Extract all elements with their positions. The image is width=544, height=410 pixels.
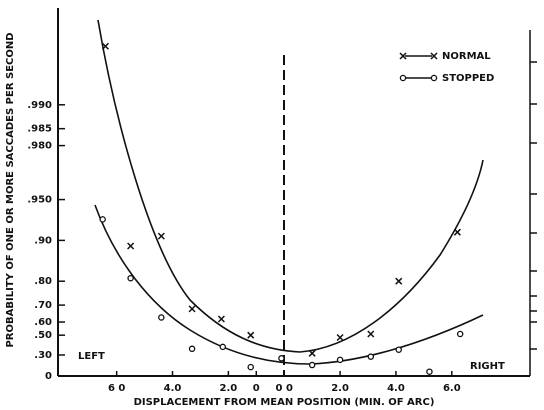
point — [395, 346, 402, 353]
y-tick-label: .50 — [34, 330, 52, 341]
point — [247, 363, 254, 371]
y-tick-label: .70 — [34, 300, 52, 311]
point — [127, 274, 134, 282]
x-tick-label: 0 0 — [276, 383, 293, 394]
y-tick-label: .980 — [27, 141, 52, 152]
x-tick-label: 2.0 — [331, 383, 349, 394]
right-edge-ticks — [530, 61, 537, 350]
point — [188, 305, 196, 313]
point — [99, 216, 106, 223]
point — [308, 349, 316, 357]
point — [336, 356, 344, 364]
legend-marker — [430, 74, 438, 82]
point — [101, 42, 110, 50]
point — [453, 228, 461, 236]
point — [127, 242, 135, 250]
point — [367, 353, 375, 360]
legend-marker — [399, 74, 407, 82]
y-tick-label: .80 — [34, 276, 52, 287]
x-tick-label: 6.0 — [443, 383, 461, 394]
point — [336, 333, 344, 342]
y-tick-label: .30 — [34, 350, 52, 361]
point — [395, 277, 403, 285]
point — [426, 368, 433, 375]
point — [456, 330, 464, 338]
annotation: LEFT — [78, 351, 105, 362]
x-tick-label: 4.0 — [387, 383, 405, 394]
point — [217, 315, 225, 323]
x-axis-label: DISPLACEMENT FROM MEAN POSITION (MIN. OF… — [134, 397, 435, 408]
point — [219, 343, 227, 351]
y-axis-label: PROBABILITY OF ONE OR MORE SACCADES PER … — [5, 32, 16, 347]
y-tick-label: .990 — [27, 100, 52, 111]
y-tick-label: .985 — [27, 124, 52, 135]
point — [367, 330, 375, 338]
y-tick-label: .60 — [34, 317, 52, 328]
point — [308, 361, 316, 369]
x-tick-label: 2.0 — [220, 383, 238, 394]
legend-marker — [399, 52, 407, 60]
point — [158, 314, 165, 321]
x-tick-label: 0 — [253, 383, 260, 394]
point — [278, 355, 285, 362]
y-tick-label: .950 — [27, 195, 52, 206]
y-tick-label: .90 — [34, 235, 52, 246]
point — [157, 232, 165, 240]
point — [188, 345, 196, 353]
y-tick-label: 0 — [45, 371, 52, 382]
fit-curve-normal — [97, 19, 484, 353]
x-tick-label: 4.0 — [164, 383, 182, 394]
x-tick-label: 6 0 — [108, 383, 125, 394]
point — [247, 331, 255, 339]
legend-marker — [430, 52, 438, 60]
legend-label: STOPPED — [442, 73, 494, 84]
annotation: RIGHT — [470, 361, 505, 372]
legend-label: NORMAL — [442, 51, 491, 62]
